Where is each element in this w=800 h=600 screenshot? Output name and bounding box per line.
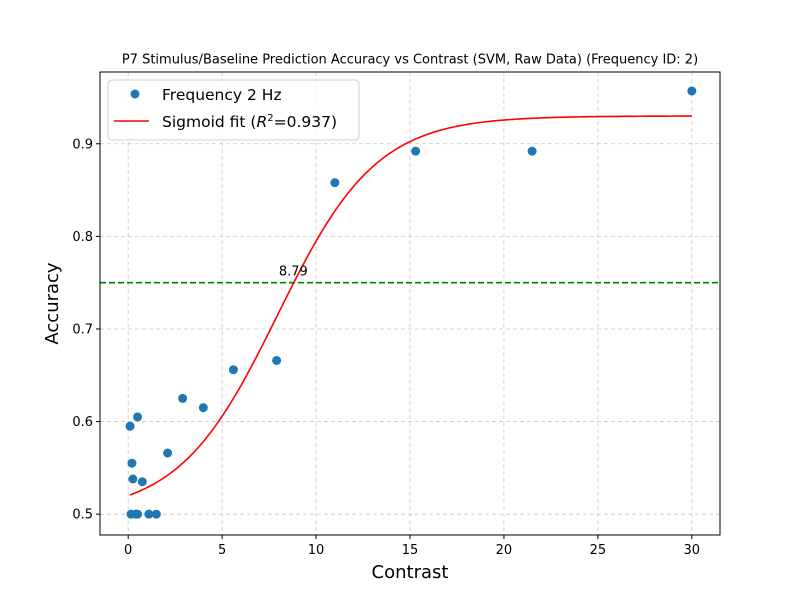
scatter-point bbox=[178, 393, 188, 403]
legend: Frequency 2 Hz Sigmoid fit (R2=0.937) bbox=[107, 79, 360, 141]
scatter-point bbox=[128, 474, 138, 484]
x-tick-label: 30 bbox=[684, 543, 701, 558]
y-tick-label: 0.8 bbox=[72, 230, 93, 245]
scatter-point bbox=[687, 86, 697, 96]
x-tick-label: 25 bbox=[590, 543, 607, 558]
scatter-point bbox=[137, 477, 147, 487]
x-tick-label: 20 bbox=[496, 543, 513, 558]
scatter-point bbox=[151, 509, 161, 519]
y-axis-ticks: 0.5 0.6 0.7 0.8 0.9 bbox=[72, 137, 100, 523]
scatter-point bbox=[127, 458, 137, 468]
scatter-point bbox=[133, 509, 143, 519]
legend-label-line-end: =0.937) bbox=[274, 113, 337, 131]
y-tick-label: 0.5 bbox=[72, 508, 93, 523]
scatter-point bbox=[125, 421, 135, 431]
legend-label-line-sup: 2 bbox=[267, 113, 273, 124]
legend-label-line-var: R bbox=[256, 113, 267, 131]
scatter-point bbox=[163, 448, 173, 458]
scatter-point bbox=[144, 509, 154, 519]
x-tick-label: 0 bbox=[124, 543, 132, 558]
legend-box bbox=[107, 79, 360, 141]
scatter-point bbox=[228, 365, 238, 375]
scatter-point bbox=[330, 178, 340, 188]
scatter-point bbox=[411, 146, 421, 156]
legend-label-line: Sigmoid fit (R2=0.937) bbox=[162, 113, 337, 131]
legend-label-line-main: Sigmoid fit ( bbox=[162, 113, 256, 131]
sigmoid-series bbox=[129, 115, 692, 496]
y-axis-label: Accuracy bbox=[42, 262, 63, 345]
scatter-series bbox=[125, 86, 697, 519]
scatter-point bbox=[133, 412, 143, 422]
x-axis-label: Contrast bbox=[372, 562, 449, 583]
y-tick-label: 0.7 bbox=[72, 322, 93, 337]
scatter-point bbox=[198, 403, 208, 413]
chart-title: P7 Stimulus/Baseline Prediction Accuracy… bbox=[122, 53, 698, 68]
annotation: 8.79 bbox=[279, 265, 308, 280]
x-axis-ticks: 0 5 10 15 20 25 30 bbox=[124, 535, 700, 558]
y-tick-label: 0.9 bbox=[72, 137, 93, 152]
threshold-annotation: 8.79 bbox=[279, 265, 308, 280]
x-tick-label: 15 bbox=[402, 543, 419, 558]
sigmoid-fit-line bbox=[129, 115, 692, 496]
legend-label-scatter: Frequency 2 Hz bbox=[162, 86, 282, 104]
grid bbox=[100, 72, 720, 535]
y-tick-label: 0.6 bbox=[72, 415, 93, 430]
scatter-point bbox=[272, 355, 282, 365]
legend-marker-scatter bbox=[130, 89, 140, 99]
scatter-point bbox=[527, 146, 537, 156]
x-tick-label: 5 bbox=[218, 543, 226, 558]
x-tick-label: 10 bbox=[308, 543, 325, 558]
